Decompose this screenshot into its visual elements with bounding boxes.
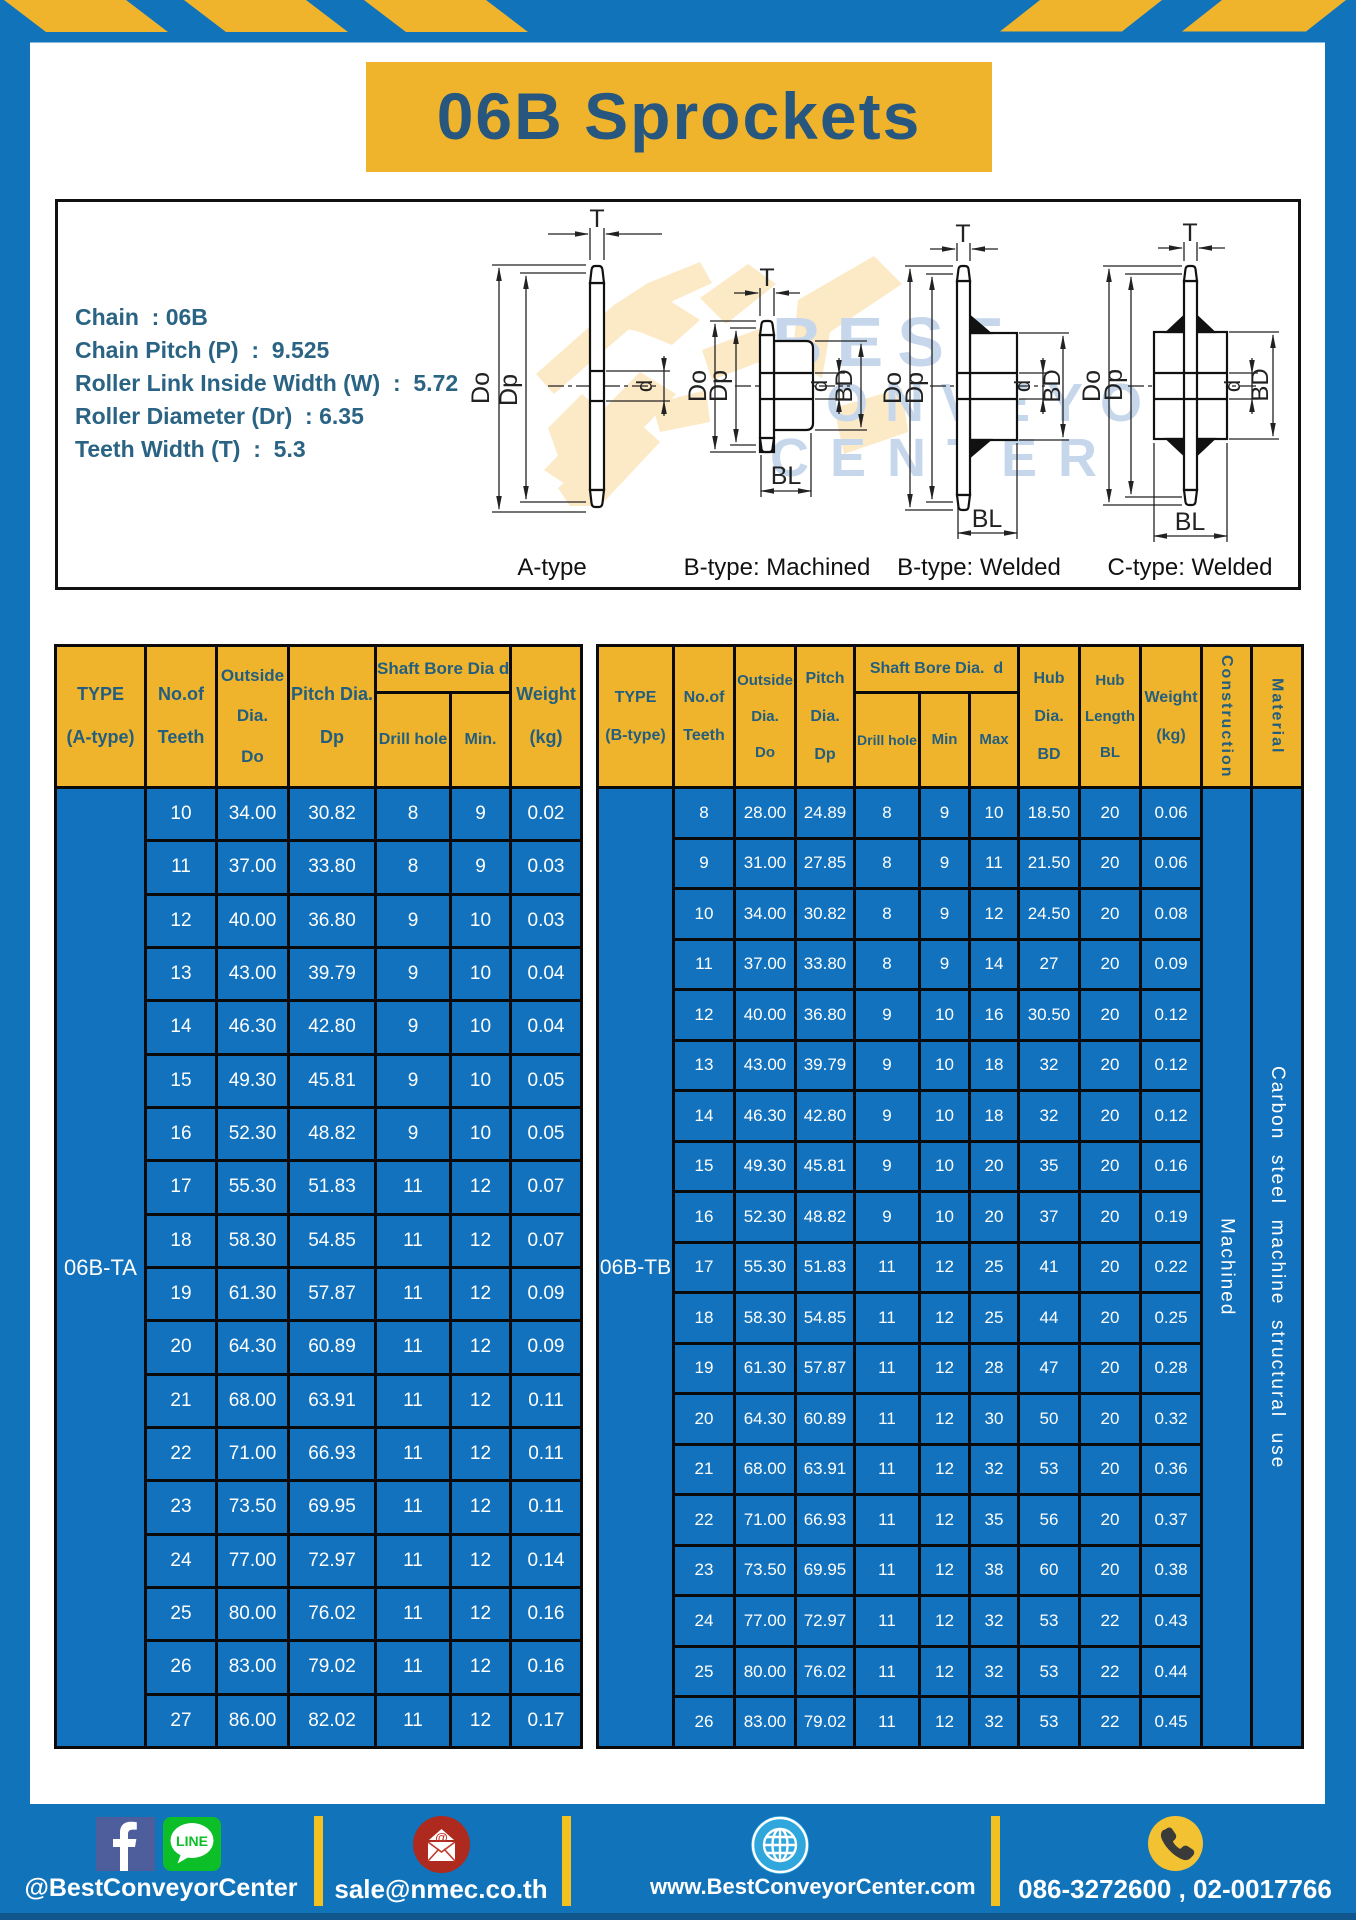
svg-text:@: @: [435, 1830, 448, 1845]
svg-text:Do: Do: [1078, 370, 1106, 402]
svg-text:CENTER: CENTER: [770, 428, 1118, 488]
svg-text:d: d: [1220, 380, 1245, 392]
svg-text:BD: BD: [1247, 368, 1274, 401]
svg-text:BL: BL: [972, 505, 1003, 533]
svg-text:C-type: Welded: C-type: Welded: [1108, 554, 1273, 581]
svg-text:T: T: [1182, 219, 1197, 247]
svg-text:T: T: [589, 205, 604, 233]
svg-text:BL: BL: [1175, 508, 1206, 536]
svg-text:A-type: A-type: [517, 554, 586, 581]
svg-text:Dp: Dp: [1100, 369, 1128, 401]
svg-text:d: d: [1010, 380, 1035, 392]
svg-text:B-type: Welded: B-type: Welded: [897, 554, 1061, 581]
svg-text:Dp: Dp: [705, 370, 733, 402]
svg-text:Dp: Dp: [901, 372, 929, 404]
svg-text:BD: BD: [831, 369, 858, 402]
svg-text:T: T: [759, 264, 774, 292]
svg-text:Dp: Dp: [495, 374, 523, 406]
svg-text:Do: Do: [684, 370, 712, 402]
svg-text:B-type: Machined: B-type: Machined: [684, 554, 871, 581]
svg-text:Do: Do: [879, 372, 907, 404]
svg-text:BL: BL: [771, 462, 802, 490]
svg-text:d: d: [632, 380, 657, 392]
svg-text:d: d: [807, 380, 832, 392]
svg-text:BD: BD: [1039, 369, 1066, 402]
svg-text:T: T: [955, 220, 970, 248]
svg-text:Do: Do: [467, 372, 495, 404]
svg-text:LINE: LINE: [176, 1833, 208, 1849]
